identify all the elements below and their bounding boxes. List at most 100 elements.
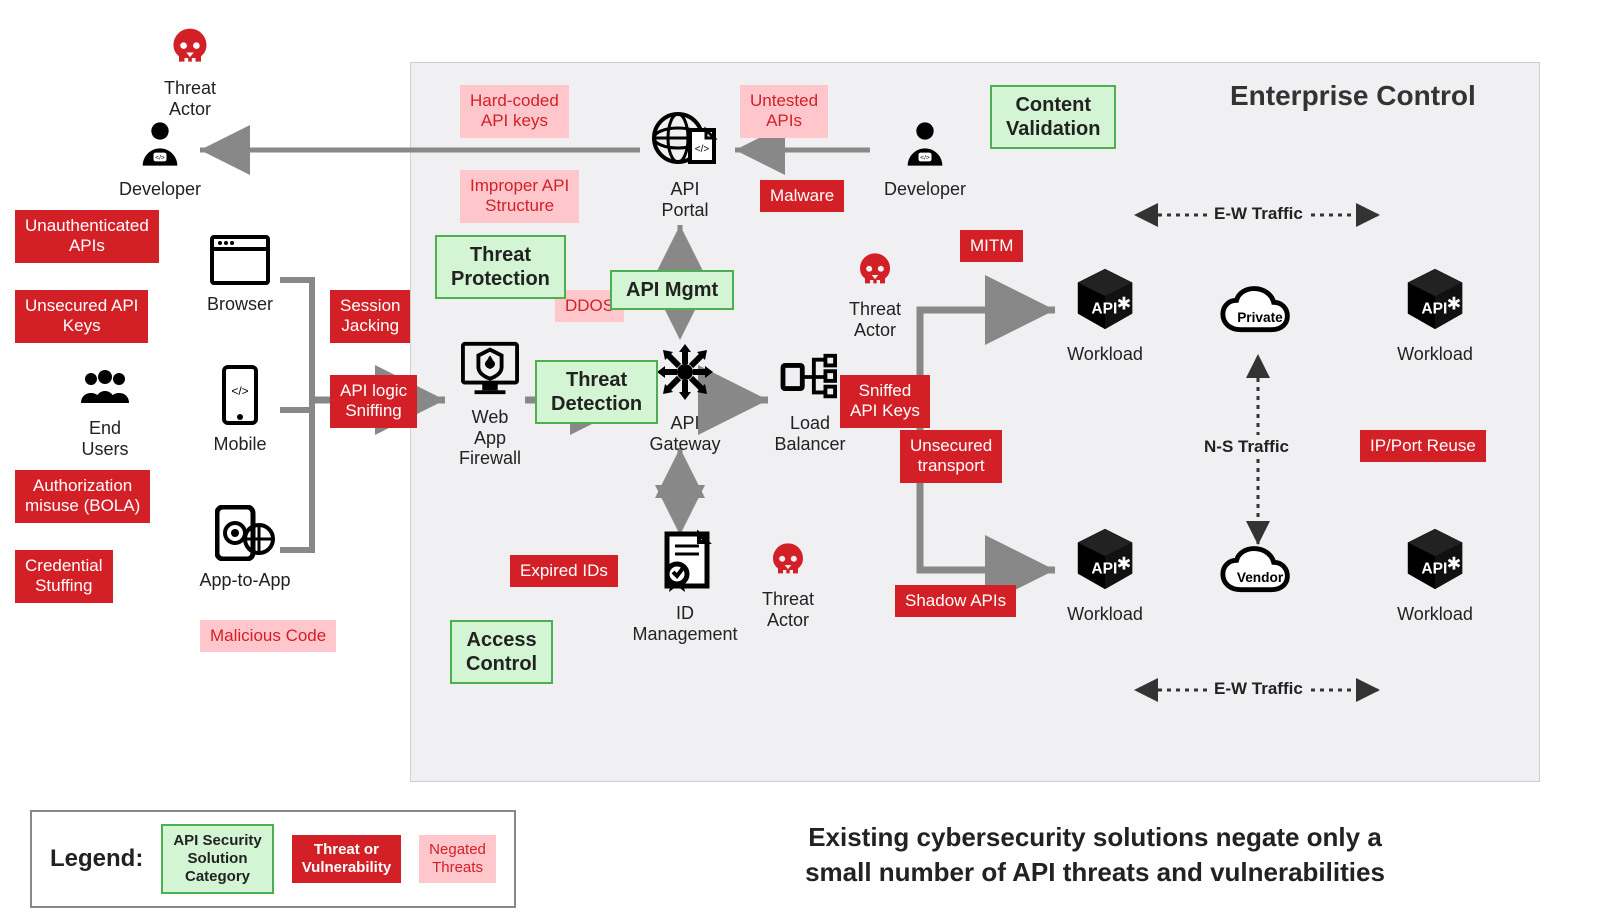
lb-icon (779, 350, 841, 409)
category-box: AccessControl (450, 620, 553, 684)
negated-box: Malicious Code (200, 620, 336, 652)
threat-box: SessionJacking (330, 290, 410, 343)
node-label: ThreatActor (150, 78, 230, 119)
node-label: Mobile (200, 434, 280, 455)
browser-icon (210, 235, 270, 290)
node-label: Workload (1385, 344, 1485, 365)
firewall-icon (458, 340, 522, 403)
developer-node-right: </> Developer (875, 118, 975, 200)
cube-icon: API✱ (1399, 265, 1471, 340)
cube-icon: API✱ (1399, 525, 1471, 600)
threat-box: Malware (760, 180, 844, 212)
svg-text:API: API (1091, 301, 1117, 318)
workload-node: API✱ Workload (1385, 525, 1485, 625)
workload-node: API✱ Workload (1055, 265, 1155, 365)
node-label: WebAppFirewall (445, 407, 535, 469)
svg-text:</>: </> (155, 155, 165, 162)
cloud-text: Vendor (1237, 570, 1284, 585)
threat-box: CredentialStuffing (15, 550, 113, 603)
threat-box: Authorizationmisuse (BOLA) (15, 470, 150, 523)
svg-text:API: API (1091, 561, 1117, 578)
category-box: ThreatDetection (535, 360, 658, 424)
ew-traffic-bottom: E-W Traffic (1210, 679, 1307, 699)
node-label: ThreatActor (748, 589, 828, 630)
end-users-node: EndUsers (60, 365, 150, 459)
svg-text:✱: ✱ (1117, 554, 1132, 574)
mobile-node: </> Mobile (200, 365, 280, 455)
skull-icon (855, 250, 895, 295)
globe-doc-icon: </> (650, 110, 720, 175)
workload-node: API✱ Workload (1385, 265, 1485, 365)
node-label: Developer (875, 179, 975, 200)
node-label: Developer (110, 179, 210, 200)
threat-box: SniffedAPI Keys (840, 375, 930, 428)
svg-text:✱: ✱ (1117, 294, 1132, 314)
ns-traffic: N-S Traffic (1200, 435, 1293, 459)
svg-text:API: API (1421, 301, 1447, 318)
mobile-icon: </> (218, 365, 262, 430)
skull-icon (168, 25, 212, 74)
legend-title: Legend: (50, 845, 143, 873)
enterprise-title: Enterprise Control (1230, 80, 1476, 112)
legend-negated: NegatedThreats (419, 835, 496, 883)
threat-box: Unsecured APIKeys (15, 290, 148, 343)
svg-text:✱: ✱ (1447, 554, 1462, 574)
category-box: API Mgmt (610, 270, 734, 310)
cube-icon: API✱ (1069, 265, 1141, 340)
developer-icon: </> (899, 118, 951, 175)
node-label: App-to-App (190, 570, 300, 591)
threat-box: API logicSniffing (330, 375, 417, 428)
browser-node: Browser (195, 235, 285, 315)
node-label: IDManagement (620, 603, 750, 644)
threat-box: MITM (960, 230, 1023, 262)
node-label: APIPortal (640, 179, 730, 220)
users-icon (75, 365, 135, 414)
node-label: EndUsers (60, 418, 150, 459)
threat-box: Unsecuredtransport (900, 430, 1002, 483)
app2app-node: App-to-App (190, 505, 300, 591)
cloud-icon: Vendor (1217, 546, 1303, 607)
threat-actor-center-node: ThreatActor (835, 250, 915, 340)
skull-icon (768, 540, 808, 585)
gateway-icon (653, 340, 717, 409)
svg-text:</>: </> (920, 155, 930, 162)
legend-category: API SecuritySolutionCategory (161, 824, 273, 894)
workload-node: API✱ Workload (1055, 525, 1155, 625)
id-mgmt-node: IDManagement (620, 530, 750, 644)
developer-node-left: </> Developer (110, 118, 210, 200)
threat-actor-bottom-node: ThreatActor (748, 540, 828, 630)
cloud-private-node: Private (1215, 286, 1305, 347)
svg-text:✱: ✱ (1447, 294, 1462, 314)
certificate-icon (656, 530, 714, 599)
node-label: ThreatActor (835, 299, 915, 340)
threat-box: IP/Port Reuse (1360, 430, 1486, 462)
category-box: ContentValidation (990, 85, 1116, 149)
threat-box: Expired IDs (510, 555, 618, 587)
legend-box: Legend: API SecuritySolutionCategory Thr… (30, 810, 516, 908)
node-label: Workload (1055, 604, 1155, 625)
threat-actor-node: ThreatActor (150, 25, 230, 119)
svg-text:API: API (1421, 561, 1447, 578)
waf-node: WebAppFirewall (445, 340, 535, 469)
caption-text: Existing cybersecurity solutions negate … (680, 820, 1510, 890)
category-box: ThreatProtection (435, 235, 566, 299)
cloud-text: Private (1237, 310, 1283, 325)
cube-icon: API✱ (1069, 525, 1141, 600)
negated-box: UntestedAPIs (740, 85, 828, 138)
developer-icon: </> (134, 118, 186, 175)
node-label: Workload (1055, 344, 1155, 365)
negated-box: Hard-codedAPI keys (460, 85, 569, 138)
cloud-icon: Private (1217, 286, 1303, 347)
diagram-canvas: { "meta": { "width": 1600, "height": 923… (0, 0, 1600, 923)
svg-text:</>: </> (231, 384, 248, 398)
api-portal-node: </> APIPortal (640, 110, 730, 220)
negated-box: Improper APIStructure (460, 170, 579, 223)
node-label: Browser (195, 294, 285, 315)
threat-box: Shadow APIs (895, 585, 1016, 617)
legend-threat: Threat orVulnerability (292, 835, 401, 883)
ew-traffic-top: E-W Traffic (1210, 204, 1307, 224)
cloud-vendor-node: Vendor (1215, 546, 1305, 607)
node-label: Workload (1385, 604, 1485, 625)
svg-text:</>: </> (695, 144, 710, 155)
app2app-icon (215, 505, 275, 566)
